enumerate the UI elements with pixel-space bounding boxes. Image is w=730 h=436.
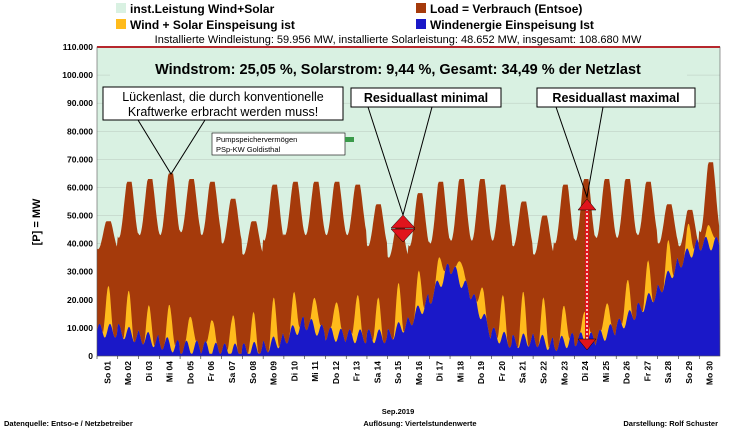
x-tick-label: Di 10 (289, 361, 299, 382)
resid-min-box (350, 87, 502, 108)
x-tick-label: So 08 (248, 361, 258, 384)
x-tick-label: Sa 28 (663, 361, 673, 383)
x-tick-label: Fr 06 (206, 361, 216, 382)
x-tick-label: So 22 (538, 361, 548, 384)
legend: inst.Leistung Wind+Solar Load = Verbrauc… (116, 2, 594, 32)
x-axis: So 01 Mo 02 Di 03 Mi 04 Do 05 Fr 06 Sa 07 So 08… (96, 356, 715, 385)
pump-label-line1: Pumpspeichervermögen (216, 135, 297, 144)
y-tick-label: 30.000 (67, 267, 93, 277)
resid-min-arrow (390, 214, 416, 243)
legend-swatch-wind (416, 19, 426, 29)
pump-label-line2: PSp-KW Goldisthal (216, 145, 281, 154)
x-tick-label: Mi 25 (601, 361, 611, 383)
y-tick-label: 0 (88, 351, 93, 361)
x-tick-label: Mi 11 (310, 361, 320, 382)
x-tick-label: Mi 04 (165, 361, 175, 383)
x-tick-label: Fr 20 (497, 361, 507, 382)
gap-annotation-pointer (137, 119, 206, 175)
y-tick-label: 60.000 (67, 182, 93, 192)
footer-author: Darstellung: Rolf Schuster (623, 419, 718, 428)
gap-annotation-line1: Lückenlast, die durch konventionelle (122, 90, 324, 104)
y-axis: 0 10.000 20.000 30.000 40.000 50.000 60.000 70.… (62, 42, 93, 361)
resid-max-label: Residuallast maximal (552, 91, 679, 105)
y-tick-label: 110.000 (63, 42, 94, 52)
x-tick-label: Mi 18 (455, 361, 465, 383)
x-tick-label: Mo 30 (705, 361, 715, 385)
legend-swatch-windsolar (116, 19, 126, 29)
y-tick-label: 10.000 (67, 323, 93, 333)
footer-source: Datenquelle: Entso-e / Netzbetreiber (4, 419, 133, 428)
x-tick-label: Mo 16 (414, 361, 424, 385)
y-tick-label: 20.000 (67, 295, 93, 305)
resid-max-box (536, 87, 696, 108)
x-tick-label: So 29 (684, 361, 694, 384)
x-tick-label: So 15 (393, 361, 403, 384)
y-tick-label: 50.000 (67, 211, 93, 221)
y-tick-label: 80.000 (67, 126, 93, 136)
resid-max-arrow (577, 198, 597, 351)
x-tick-label: Do 05 (185, 361, 195, 384)
y-tick-label: 70.000 (67, 154, 93, 164)
legend-label-load: Load = Verbrauch (Entsoe) (430, 2, 582, 16)
legend-label-windsolar: Wind + Solar Einspeisung ist (130, 18, 295, 32)
gap-annotation-box (102, 86, 344, 121)
pump-marker (345, 137, 354, 142)
legend-swatch-load (416, 3, 426, 13)
legend-label-capacity: inst.Leistung Wind+Solar (130, 2, 275, 16)
y-tick-label: 90.000 (67, 98, 93, 108)
x-tick-label: Di 03 (144, 361, 154, 382)
x-tick-label: So 01 (102, 361, 112, 384)
x-tick-label: Fr 13 (352, 361, 362, 382)
x-tick-label: Mo 23 (559, 361, 569, 385)
capacity-caption: Installierte Windleistung: 59.956 MW, in… (155, 34, 642, 46)
gap-annotation-line2: Kraftwerke erbracht werden muss! (128, 105, 318, 119)
y-tick-label: 100.000 (62, 70, 93, 80)
headline-box (110, 57, 687, 81)
y-axis-label: [P] = MW (31, 198, 43, 245)
legend-swatch-capacity (116, 3, 126, 13)
legend-label-wind: Windenergie Einspeisung Ist (430, 18, 594, 32)
x-tick-label: Mo 02 (123, 361, 133, 385)
x-tick-label: Sa 07 (227, 361, 237, 383)
x-tick-label: Di 24 (580, 361, 590, 382)
headline: Windstrom: 25,05 %, Solarstrom: 9,44 %, … (155, 62, 641, 78)
x-tick-label: Mo 09 (269, 361, 279, 385)
resid-max-pointer (555, 106, 604, 199)
y-tick-label: 40.000 (67, 239, 93, 249)
series-wind-area (97, 236, 720, 356)
footer-month: Sep.2019 (382, 407, 415, 416)
x-tick-label: Sa 21 (518, 361, 528, 383)
series-wind-solar-area (97, 223, 720, 356)
x-tick-label: Do 19 (476, 361, 486, 384)
pump-box (211, 132, 346, 156)
resid-min-label: Residuallast minimal (364, 91, 488, 105)
footer-resolution: Auflösung: Viertelstundenwerte (363, 419, 476, 428)
x-tick-label: Do 12 (331, 361, 341, 384)
x-tick-label: Di 17 (435, 361, 445, 382)
x-tick-label: Do 26 (622, 361, 632, 384)
x-tick-label: Fr 27 (642, 361, 652, 382)
x-tick-label: Sa 14 (372, 361, 382, 383)
